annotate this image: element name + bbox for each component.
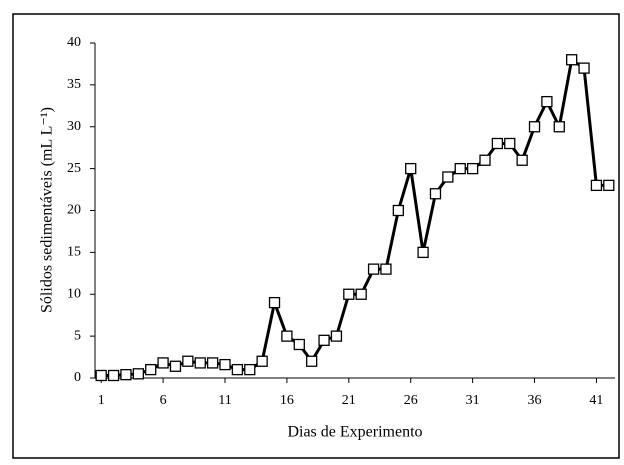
y-tick-label: 40 [67,35,81,50]
data-point [219,358,231,371]
y-tick-label: 0 [74,370,81,385]
data-point [120,368,132,381]
data-point [157,357,169,369]
data-point [590,179,603,192]
y-tick-label: 25 [67,161,81,176]
x-tick-label: 11 [218,393,231,408]
y-tick-label: 20 [67,203,81,218]
data-point [429,188,442,200]
data-point [454,162,466,175]
data-point [306,355,318,367]
data-point [380,263,392,275]
y-tick-label: 35 [67,77,81,92]
frame [12,13,620,459]
data-point [479,154,491,166]
x-tick-label: 1 [98,393,105,408]
data-point [145,363,157,376]
data-point [169,360,182,372]
y-tick-label: 30 [67,119,81,134]
data-point [491,137,504,150]
x-tick-label: 16 [280,393,294,408]
data-point [541,95,553,108]
data-point [355,288,367,300]
data-point [504,137,516,150]
data-point [516,154,528,166]
x-tick-label: 31 [466,393,480,408]
data-point [405,162,417,175]
y-axis-label: Sólidos sedimentáveis (mL L⁻¹) [39,107,56,313]
data-point [132,368,144,380]
y-tick-label: 10 [67,286,81,301]
data-point [442,171,454,183]
x-tick-label: 41 [589,393,603,408]
data-point [578,62,590,74]
data-point [417,246,429,259]
x-tick-label: 36 [528,393,542,408]
data-point [95,369,107,382]
x-tick-label: 21 [342,393,356,408]
data-point [528,121,541,133]
data-point [194,357,206,369]
data-point [107,369,120,382]
x-tick-label: 26 [404,393,418,408]
data-point [281,330,293,342]
y-tick-label: 15 [67,245,81,260]
x-axis-label: Dias de Experimento [287,424,422,441]
data-point [268,296,281,309]
x-tick-label: 6 [160,393,167,408]
data-point [343,288,355,300]
data-point [603,179,615,192]
data-point [318,334,330,346]
data-point [392,204,404,217]
data-point [293,338,305,351]
data-point [231,363,244,376]
data-point [367,263,380,275]
y-tick-label: 5 [74,328,81,343]
data-point [330,330,343,342]
data-point [206,357,219,369]
data-point [466,162,479,175]
data-point [244,363,256,376]
data-point [566,54,578,66]
data-point [256,355,268,367]
data-point [182,355,194,367]
data-point [553,121,565,133]
